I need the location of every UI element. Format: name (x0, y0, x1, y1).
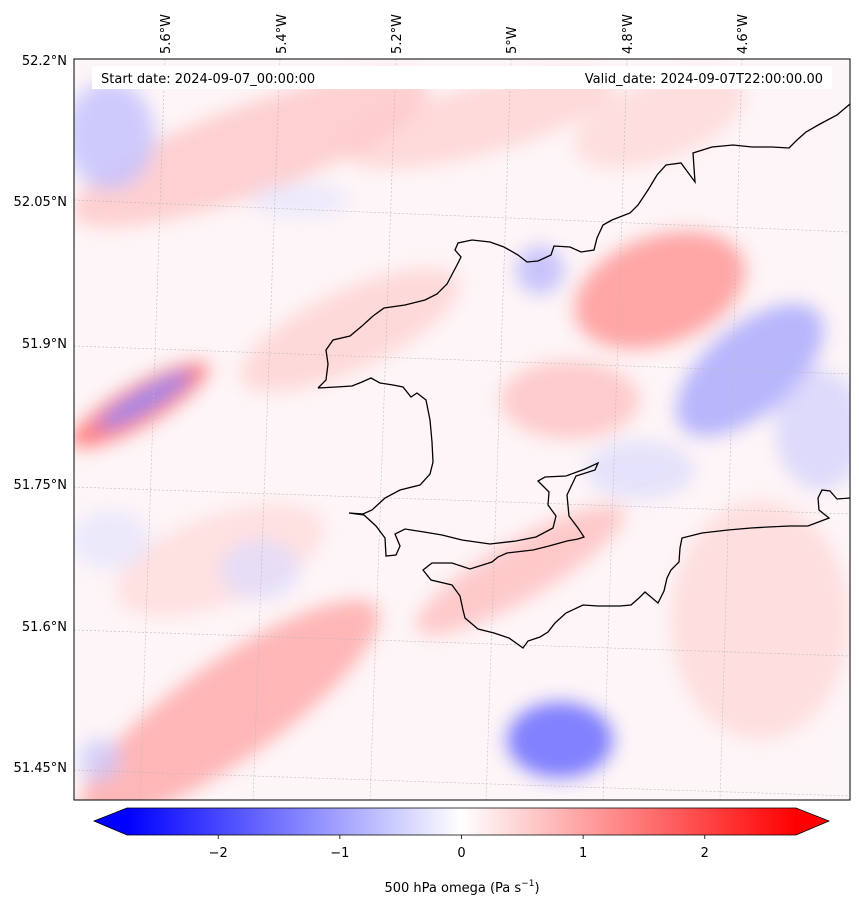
colorbar-tick-label: 2 (701, 846, 709, 861)
colorbar-tick-label: 0 (457, 846, 465, 861)
lon-tick-label: 5.6°W (159, 14, 174, 54)
lat-tick-label: 51.75°N (14, 478, 67, 493)
lat-tick-label: 51.45°N (14, 761, 67, 776)
colorbar-tick-label: −1 (330, 846, 349, 861)
header-band (92, 66, 832, 89)
colorbar-tick-label: 1 (579, 846, 587, 861)
graticule (74, 59, 850, 800)
lon-tick-label: 5.4°W (275, 14, 290, 54)
colorbar-outline (92, 807, 831, 836)
colorbar-ticks: −2 −1 0 1 2 (209, 835, 709, 861)
lon-tick-label: 5.2°W (390, 14, 405, 54)
lon-tick-label: 5°W (505, 26, 520, 54)
latitude-tick-labels: 52.2°N 52.05°N 51.9°N 51.75°N 51.6°N 51.… (14, 54, 67, 776)
longitude-tick-labels: 5.6°W 5.4°W 5.2°W 5°W 4.8°W 4.6°W (159, 14, 751, 54)
colorbar-body (127, 808, 796, 835)
lat-tick-label: 52.2°N (22, 54, 67, 69)
colorbar-label: 500 hPa omega (Pa s−1) (384, 879, 539, 896)
lon-tick-label: 4.8°W (621, 14, 636, 54)
lon-tick-label: 4.6°W (736, 14, 751, 54)
lat-tick-label: 51.9°N (22, 337, 67, 352)
lat-tick-label: 51.6°N (22, 620, 67, 635)
start-date-label: Start date: 2024-09-07_00:00:00 (101, 72, 315, 87)
colorbar: −2 −1 0 1 2 500 hPa omega (Pa s−1) (92, 807, 831, 896)
coastline (317, 103, 850, 649)
lat-tick-label: 52.05°N (14, 195, 67, 210)
map-frame (73, 58, 851, 801)
map-panel: Start date: 2024-09-07_00:00:00 Valid_da… (73, 58, 851, 801)
colorbar-min-extension (94, 808, 127, 835)
omega-field (74, 59, 850, 800)
colorbar-tick-label: −2 (209, 846, 228, 861)
valid-date-label: Valid_date: 2024-09-07T22:00:00.00 (585, 72, 823, 87)
colorbar-max-extension (796, 808, 829, 835)
